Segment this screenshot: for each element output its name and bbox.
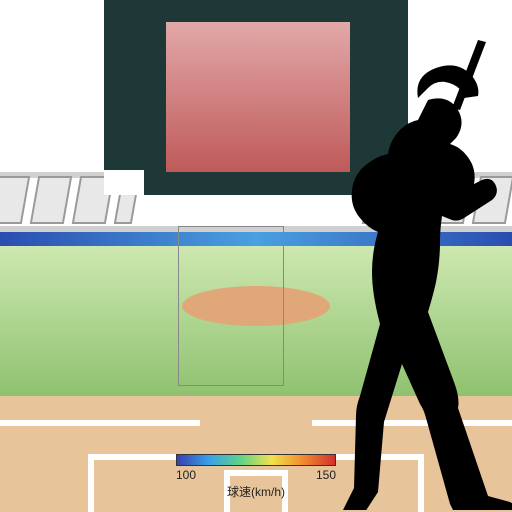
wall-panel [30,176,72,224]
strike-zone [178,226,284,386]
wall-panel [0,176,30,224]
pitch-location-scene: 100 150 球速(km/h) [0,0,512,512]
foul-line [0,420,200,426]
batter-box-line [88,454,94,512]
scoreboard-notch-left [104,170,144,195]
batter-silhouette [310,40,512,510]
velocity-tick-min: 100 [176,468,196,482]
